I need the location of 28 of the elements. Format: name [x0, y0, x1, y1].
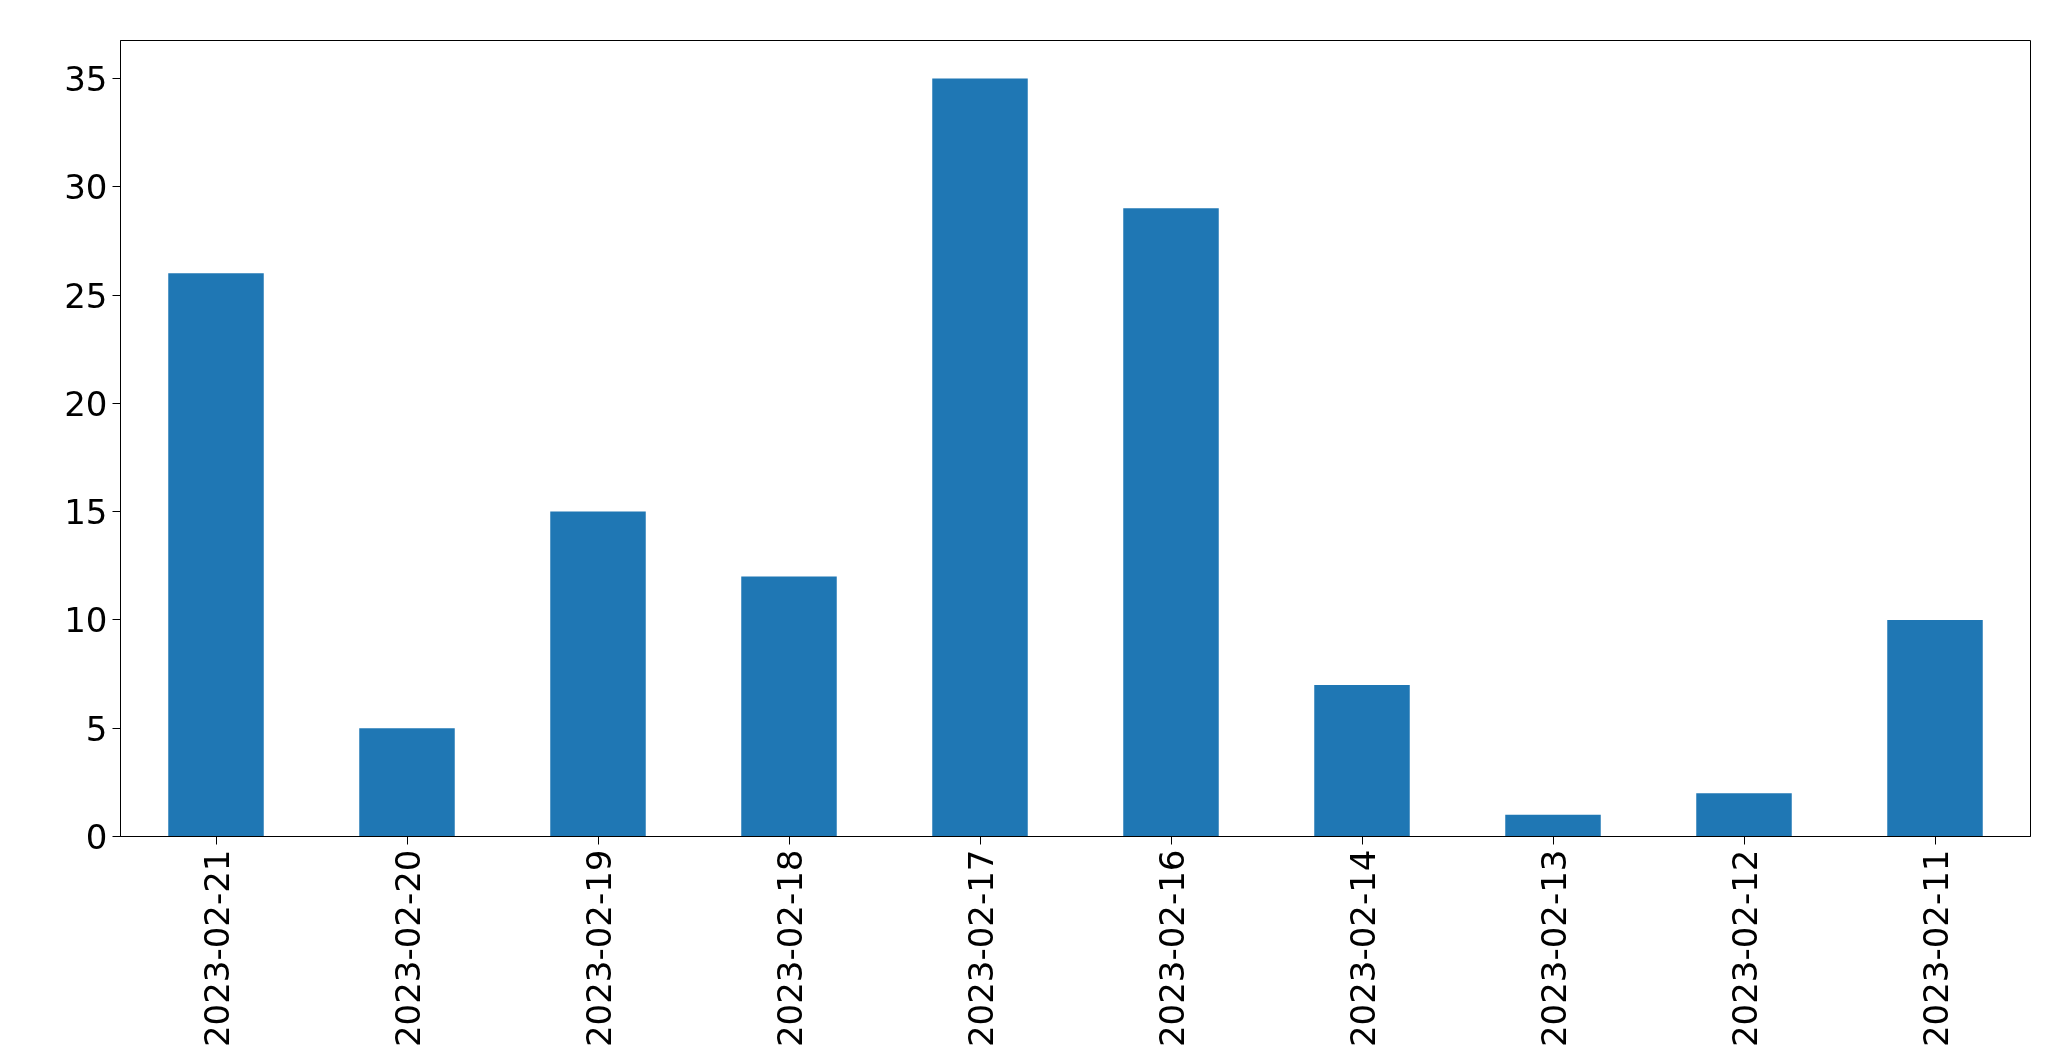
y-tick-label: 5: [85, 708, 108, 749]
y-tick-label: 20: [64, 383, 108, 424]
y-tick-label: 25: [64, 275, 108, 316]
x-tick-label: 2023-02-17: [960, 849, 1001, 1048]
x-tick-label: 2023-02-11: [1915, 849, 1956, 1048]
bar: [359, 728, 455, 837]
y-tick-label: 35: [64, 58, 108, 99]
bar: [1314, 684, 1410, 837]
y-tick-label: 10: [64, 600, 108, 641]
x-tick-label: 2023-02-20: [387, 849, 428, 1048]
x-tick-label: 2023-02-18: [769, 849, 810, 1048]
x-tick-label: 2023-02-19: [578, 849, 619, 1048]
bar: [1696, 793, 1792, 837]
y-tick-label: 30: [64, 167, 108, 208]
bar: [1887, 619, 1983, 837]
bar: [1505, 814, 1601, 837]
bar: [932, 78, 1028, 837]
y-tick-label: 15: [64, 492, 108, 533]
x-tick-label: 2023-02-14: [1342, 849, 1383, 1048]
bar: [168, 273, 264, 837]
x-tick-label: 2023-02-12: [1724, 849, 1765, 1048]
y-tick-label: 0: [85, 817, 108, 857]
bar: [1123, 208, 1219, 837]
bar: [550, 511, 646, 837]
bar: [741, 576, 837, 837]
x-tick-label: 2023-02-21: [196, 849, 237, 1048]
x-tick-label: 2023-02-13: [1533, 849, 1574, 1048]
x-tick-label: 2023-02-16: [1151, 849, 1192, 1048]
